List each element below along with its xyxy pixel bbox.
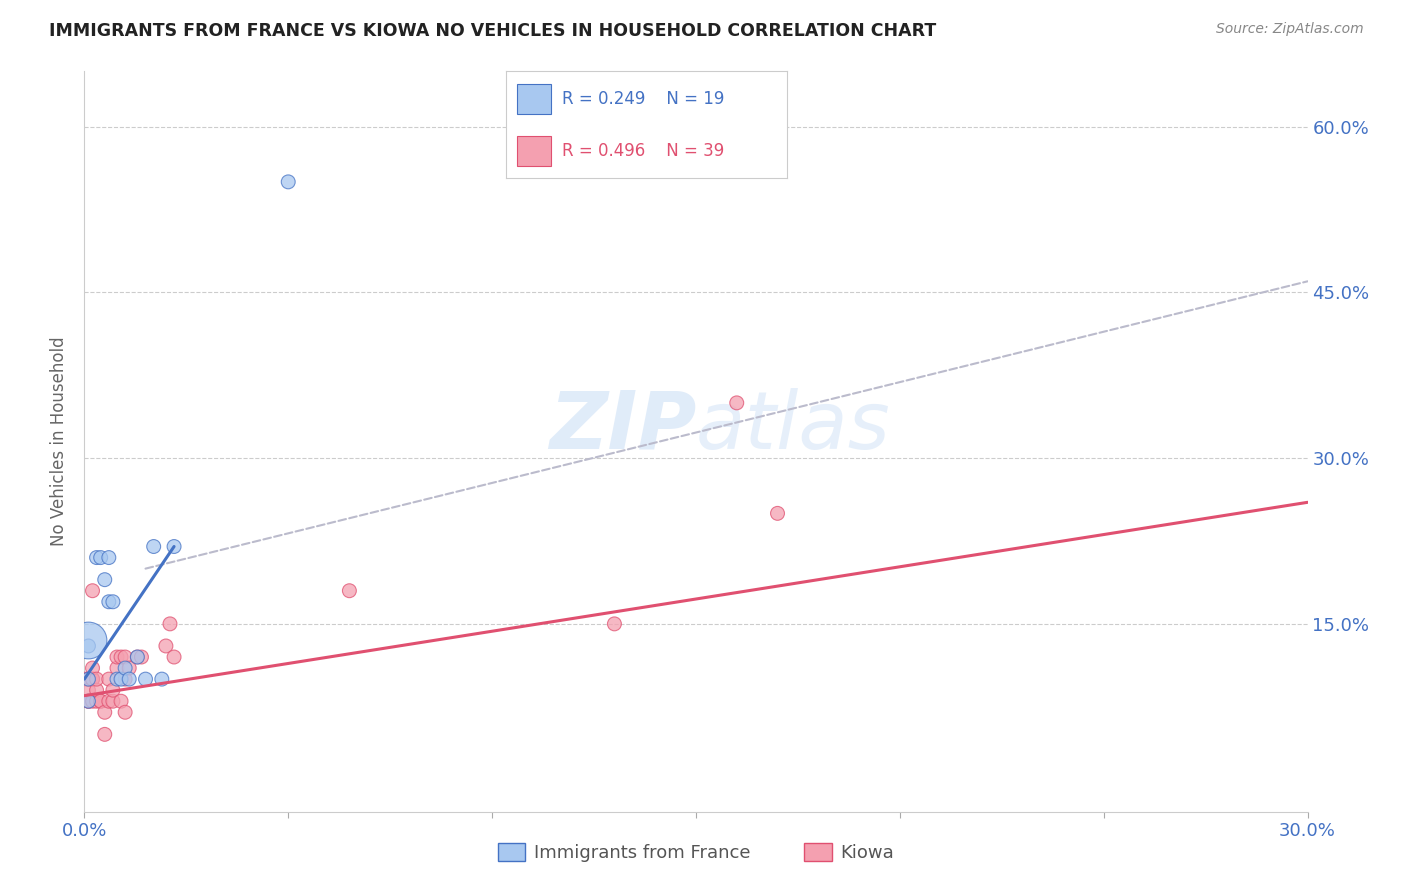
Point (90, 694, 112, 708)
Text: R = 0.249    N = 19: R = 0.249 N = 19 (562, 90, 724, 108)
Point (135, 672, 157, 686)
Text: IMMIGRANTS FROM FRANCE VS KIOWA NO VEHICLES IN HOUSEHOLD CORRELATION CHART: IMMIGRANTS FROM FRANCE VS KIOWA NO VEHIC… (49, 22, 936, 40)
Point (105, 661, 128, 675)
Point (82, 672, 104, 686)
Y-axis label: No Vehicles in Household: No Vehicles in Household (51, 336, 69, 547)
Point (163, 540, 186, 554)
Point (101, 683, 124, 698)
Point (97, 672, 120, 686)
Point (603, 616, 626, 631)
Point (114, 706, 136, 720)
Point (110, 650, 132, 665)
Point (82, 661, 104, 675)
Point (97, 550, 120, 565)
Point (155, 639, 177, 653)
Point (73, 672, 96, 686)
Legend: Immigrants from France, Kiowa: Immigrants from France, Kiowa (491, 836, 901, 870)
Point (90, 550, 112, 565)
Point (77, 633, 100, 648)
Point (77, 683, 100, 698)
Point (77, 694, 100, 708)
Point (77, 694, 100, 708)
Point (93, 727, 115, 741)
Point (725, 396, 748, 410)
Point (114, 650, 136, 665)
Point (86, 672, 108, 686)
Point (142, 540, 165, 554)
Point (114, 661, 136, 675)
Point (77, 639, 100, 653)
Point (105, 650, 128, 665)
Point (766, 507, 789, 521)
Text: ZIP: ZIP (548, 388, 696, 466)
Point (77, 694, 100, 708)
Point (86, 694, 108, 708)
Point (127, 650, 149, 665)
Text: atlas: atlas (696, 388, 891, 466)
Point (131, 650, 153, 665)
Point (97, 694, 120, 708)
Point (110, 672, 132, 686)
Point (82, 694, 104, 708)
Point (97, 595, 120, 609)
Point (118, 672, 141, 686)
Point (150, 672, 173, 686)
Text: R = 0.496    N = 39: R = 0.496 N = 39 (562, 142, 724, 160)
Bar (517, 136, 551, 166)
Point (127, 650, 149, 665)
Point (101, 694, 124, 708)
Point (105, 672, 128, 686)
Bar (517, 84, 551, 114)
Point (86, 550, 108, 565)
Text: Source: ZipAtlas.com: Source: ZipAtlas.com (1216, 22, 1364, 37)
Point (114, 672, 136, 686)
Point (86, 683, 108, 698)
Point (118, 661, 141, 675)
Point (77, 672, 100, 686)
Point (110, 694, 132, 708)
Point (163, 650, 186, 665)
Point (93, 573, 115, 587)
Point (82, 672, 104, 686)
Point (93, 706, 115, 720)
Point (277, 175, 299, 189)
Point (339, 583, 361, 598)
Point (82, 583, 104, 598)
Point (90, 694, 112, 708)
Point (101, 595, 124, 609)
Point (159, 616, 181, 631)
Point (77, 672, 100, 686)
Point (77, 672, 100, 686)
